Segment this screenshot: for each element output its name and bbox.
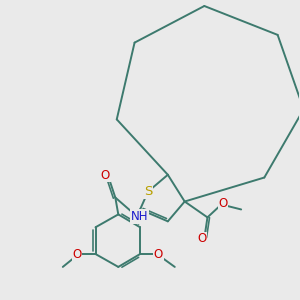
Text: S: S [144, 185, 152, 198]
Text: O: O [154, 248, 163, 260]
Text: O: O [197, 232, 207, 245]
Text: O: O [218, 196, 227, 209]
Text: O: O [101, 169, 110, 182]
Text: O: O [73, 248, 82, 260]
Text: NH: NH [131, 210, 148, 223]
